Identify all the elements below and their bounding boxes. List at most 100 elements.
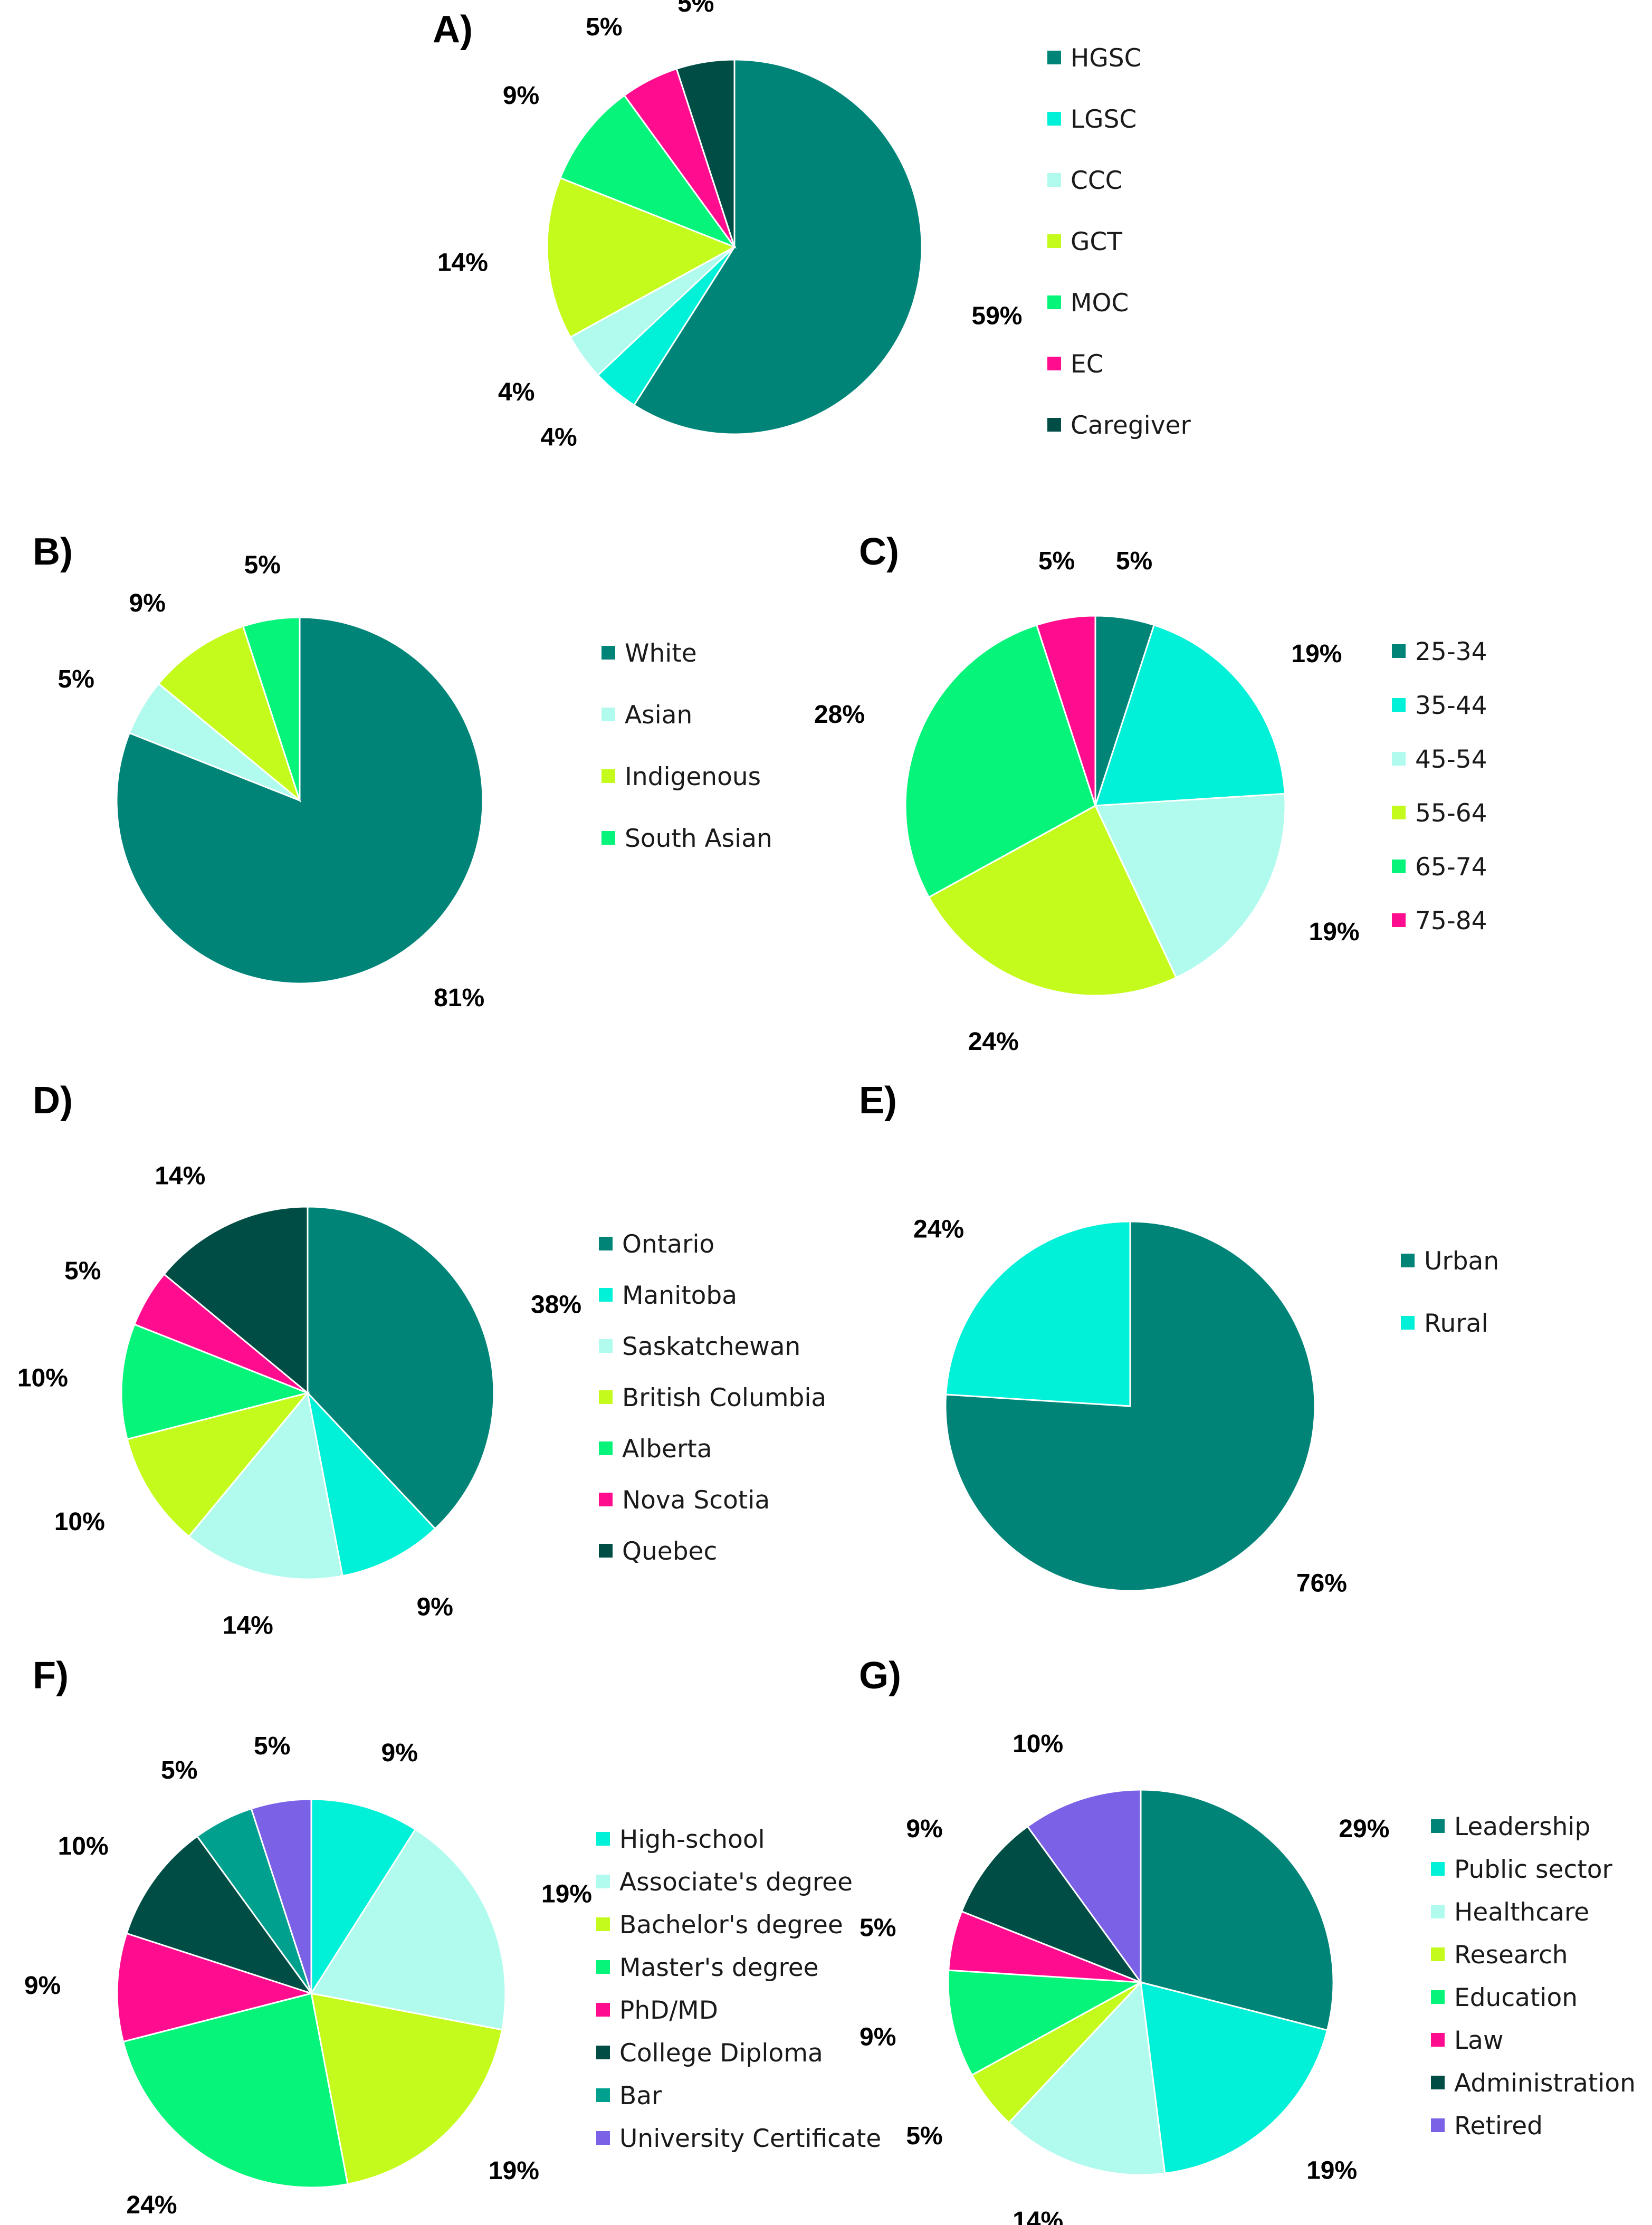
panel-f-legend-swatch-phd-md [596,2003,610,2017]
panel-d-legend-label-nova-scotia: Nova Scotia [622,1486,770,1515]
panel-c-value-label-25-34: 5% [1116,547,1152,575]
panel-g-slice-healthcare [1008,1980,1166,2176]
panel-f-legend-label-bachelor-s-degree: Bachelor's degree [619,1911,843,1940]
panel-g-slice-public-sector [1140,1981,1329,2174]
panel-e-legend-label-urban: Urban [1424,1247,1499,1276]
panel-d-legend-label-ontario: Ontario [622,1230,714,1259]
panel-f-slice-university-certificate [250,1798,312,1994]
panel-g-slice-leadership [1140,1789,1334,2031]
panel-c-legend-label-35-44: 35-44 [1415,691,1487,720]
panel-f-legend-swatch-university-certificate [596,2131,610,2145]
panel-f-slice-bachelor-s-degree [310,1992,503,2185]
panel-a-legend-label-moc: MOC [1071,289,1129,318]
panel-e: E) 76% 24% Urban Rural [859,1080,1499,1597]
panel-e-legend-swatch-urban [1401,1254,1415,1267]
panel-g-legend-swatch-education [1431,1990,1445,2004]
panel-b-value-label-indigenous: 9% [129,589,166,617]
panel-b-legend: White Asian Indigenous South Asian [601,639,772,853]
panel-e-value-label-urban: 76% [1296,1569,1347,1597]
panel-d-slice-saskatchewan [187,1391,343,1580]
panel-a-legend-swatch-gct [1047,234,1061,248]
panel-g-legend-label-public-sector: Public sector [1454,1855,1612,1884]
panel-c-value-label-55-64: 24% [968,1028,1019,1056]
panel-a-value-label-gct: 14% [437,249,488,276]
panel-b-value-label-south-asian: 5% [244,551,281,579]
panel-f-legend-label-bar: Bar [619,2081,662,2111]
panel-g-legend-swatch-research [1431,1947,1445,1961]
panel-f-legend-label-master-s-degree: Master's degree [619,1953,819,1982]
panel-g-title: G) [859,1655,901,1697]
panel-f-value-label-university-certificate: 5% [254,1732,290,1760]
panel-d-value-label-saskatchewan: 14% [223,1612,273,1640]
panel-a-value-label-lgsc: 4% [540,424,577,452]
panel-a-value-label-ccc: 4% [498,378,534,406]
panel-e-legend: Urban Rural [1401,1247,1499,1338]
panel-g-slice-retired [1026,1789,1142,1985]
panel-c-value-label-45-54: 19% [1309,918,1360,946]
panel-d-legend-swatch-saskatchewan [599,1339,613,1353]
panel-g-value-label-healthcare: 14% [1013,2207,1063,2225]
panel-e-value-label-rural: 24% [913,1216,964,1244]
panel-c-legend-label-25-34: 25-34 [1415,637,1487,666]
panel-a-slice-gct [546,177,737,339]
panel-d-value-label-british-columbia: 10% [54,1508,105,1536]
panel-d-value-label-alberta: 10% [17,1364,68,1392]
panel-g-legend-swatch-leadership [1431,1819,1445,1833]
panel-f-legend-swatch-master-s-degree [596,1960,610,1974]
panel-a-title: A) [433,8,473,51]
panel-a-legend-swatch-moc [1047,295,1061,309]
panel-b-slice-indigenous [157,625,302,803]
panel-b-legend-swatch-white [601,646,615,660]
panel-f-slice-phd-md [116,1932,314,2043]
panel-d-title: D) [33,1080,73,1122]
panel-b-legend-label-south-asian: South Asian [625,824,772,853]
panel-d-legend-label-quebec: Quebec [622,1537,717,1566]
panel-c-legend-swatch-35-44 [1392,698,1406,712]
panel-d-slice-ontario [307,1206,495,1530]
panel-e-title: E) [859,1080,897,1122]
panel-g-legend-swatch-retired [1431,2118,1445,2132]
panel-d-legend-swatch-ontario [599,1237,613,1250]
panel-f-legend-swatch-college-diploma [596,2046,610,2059]
panel-c-legend-swatch-65-74 [1392,860,1406,873]
panel-d-value-label-nova-scotia: 5% [64,1257,101,1285]
panel-b-legend-label-asian: Asian [625,701,692,730]
panel-f-legend-swatch-associate-s-degree [596,1875,610,1888]
panel-g-legend-label-leadership: Leadership [1454,1812,1590,1841]
panel-g-legend-label-law: Law [1454,2026,1503,2055]
panel-f-legend-label-high-school: High-school [619,1825,765,1854]
panel-d-legend-swatch-manitoba [599,1288,613,1302]
panel-b-value-label-asian: 5% [58,665,94,693]
panel-f-value-label-phd-md: 9% [24,1972,61,2000]
panel-e-legend-label-rural: Rural [1424,1309,1488,1338]
panel-f-value-label-high-school: 9% [381,1739,418,1767]
panel-f-legend-swatch-high-school [596,1832,610,1846]
panel-c-value-label-65-74: 28% [814,701,865,729]
panel-f-title: F) [33,1655,69,1697]
panel-d-value-label-ontario: 38% [531,1291,581,1319]
panel-d-slice-alberta [120,1323,310,1440]
panel-a-slice-moc [559,94,737,249]
panel-a-value-label-moc: 9% [503,82,539,110]
panel-a-legend-swatch-caregiver [1047,418,1061,432]
panel-f-value-label-bar: 5% [161,1756,197,1784]
panel-a-legend-label-hgsc: HGSC [1071,44,1141,73]
panel-g-legend-label-education: Education [1454,1983,1578,2012]
panel-g-legend-label-administration: Administration [1454,2069,1636,2098]
panel-c-legend-swatch-45-54 [1392,752,1406,766]
panel-b-legend-label-indigenous: Indigenous [625,762,761,791]
panel-c-slice-35-44 [1094,624,1286,807]
panel-c-legend: 25-34 35-44 45-54 55-64 65-74 75-84 [1392,637,1487,935]
panel-f-legend-label-phd-md: PhD/MD [619,1996,718,2025]
panel-c-legend-swatch-75-84 [1392,913,1406,927]
panel-c-legend-label-75-84: 75-84 [1415,906,1487,935]
panel-d-legend-label-saskatchewan: Saskatchewan [622,1332,800,1361]
panel-c-legend-label-45-54: 45-54 [1415,745,1487,774]
panel-g-slice-administration [960,1825,1143,1984]
panel-d-slice-manitoba [306,1390,436,1577]
panel-f-slice-college-diploma [126,1835,313,1995]
panel-g-value-label-law: 5% [860,1914,896,1942]
panel-g-legend-swatch-administration [1431,2076,1445,2089]
panel-b-legend-swatch-indigenous [601,769,615,783]
